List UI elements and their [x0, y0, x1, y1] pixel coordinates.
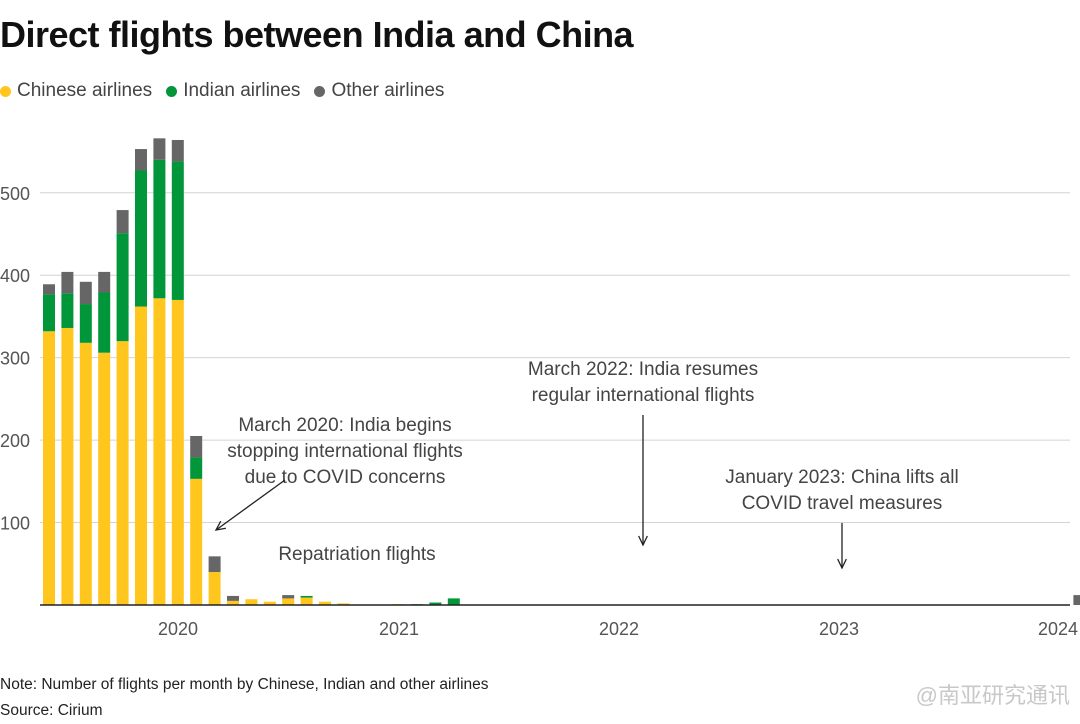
y-tick-label-400: 400	[0, 266, 30, 286]
bar-chinese-5	[135, 306, 147, 605]
bar-other-5	[135, 149, 147, 171]
bar-other-1	[61, 271, 74, 294]
bar-other-9	[208, 556, 221, 573]
legend-item-chinese: Chinese airlines	[0, 80, 152, 102]
annotation-january-2023-line-1: COVID travel measures	[742, 493, 943, 514]
bar-indian-3	[98, 292, 111, 353]
y-tick-label-300: 300	[0, 349, 30, 369]
bar-other-10	[227, 595, 239, 601]
chart-title: Direct flights between India and China	[0, 14, 634, 55]
footnote: Note: Number of flights per month by Chi…	[0, 672, 489, 724]
bar-other-8	[190, 435, 203, 458]
bar-indian-21	[429, 602, 442, 605]
x-tick-label-2024: 2024	[1038, 619, 1078, 639]
bar-indian-22	[447, 598, 460, 605]
bar-other-56	[1073, 595, 1080, 605]
bar-chinese-8	[190, 478, 203, 605]
legend-label-chinese: Chinese airlines	[17, 80, 153, 101]
bar-chinese-11	[245, 599, 258, 605]
legend-swatch-other	[314, 85, 326, 97]
note-text: Note: Number of flights per month by Chi…	[0, 676, 489, 693]
bar-other-4	[116, 210, 129, 234]
bar-indian-7	[171, 161, 184, 300]
bar-chinese-15	[319, 601, 331, 605]
bar-other-13	[282, 595, 295, 599]
bar-indian-5	[135, 170, 147, 307]
y-tick-label-500: 500	[0, 184, 30, 204]
source-text: Source: Cirium	[0, 702, 103, 719]
bar-indian-14	[300, 595, 313, 598]
annotation-march-2022-arrow-head	[638, 535, 648, 547]
bar-other-2	[79, 281, 92, 305]
bar-chinese-16	[337, 603, 350, 605]
bar-chinese-3	[98, 352, 111, 605]
legend-item-indian: Indian airlines	[166, 80, 300, 102]
x-tick-label-2022: 2022	[599, 619, 639, 639]
legend-item-other: Other airlines	[314, 80, 444, 102]
bar-chinese-12	[263, 601, 276, 605]
x-tick-label-2020: 2020	[158, 619, 198, 639]
bar-chinese-9	[208, 572, 221, 605]
bar-chinese-6	[153, 298, 166, 605]
legend-label-indian: Indian airlines	[183, 80, 301, 101]
x-tick-label-2023: 2023	[819, 619, 859, 639]
bar-other-7	[171, 139, 184, 162]
annotation-march-2022-line-0: March 2022: India resumes	[528, 359, 758, 380]
annotation-january-2023-line-0: January 2023: China lifts all	[725, 467, 958, 488]
bar-chinese-0	[43, 331, 55, 605]
bar-chinese-2	[79, 342, 92, 605]
bar-indian-1	[61, 293, 74, 328]
x-tick-label-2021: 2021	[379, 619, 419, 639]
bar-other-6	[153, 138, 166, 160]
annotation-march-2020-line-2: due to COVID concerns	[245, 467, 446, 488]
bar-indian-2	[79, 304, 92, 343]
bar-chinese-13	[282, 598, 295, 605]
legend: Chinese airlines Indian airlines Other a…	[0, 80, 444, 102]
y-tick-label-100: 100	[0, 514, 30, 534]
bar-other-0	[43, 284, 55, 295]
bar-other-3	[98, 271, 111, 293]
legend-swatch-indian	[166, 85, 178, 97]
bar-chinese-4	[116, 341, 129, 605]
bar-indian-0	[43, 294, 55, 332]
annotation-repatriation-line-0: Repatriation flights	[278, 544, 435, 565]
bar-chinese-14	[300, 597, 313, 605]
legend-swatch-chinese	[0, 85, 11, 97]
legend-label-other: Other airlines	[331, 80, 445, 101]
annotation-march-2020-arrow-shaft	[215, 479, 286, 531]
y-tick-label-200: 200	[0, 431, 30, 451]
annotation-march-2022-line-1: regular international flights	[532, 385, 755, 406]
annotation-march-2020-line-0: March 2020: India begins	[238, 415, 451, 436]
bar-chinese-1	[61, 327, 74, 605]
bar-indian-8	[190, 457, 203, 479]
annotation-january-2023-arrow-head	[837, 558, 847, 570]
annotation-march-2020-line-1: stopping international flights	[227, 441, 463, 462]
bar-indian-4	[116, 233, 129, 342]
bar-chinese-10	[227, 600, 239, 605]
watermark: @南亚研究通讯	[915, 683, 1070, 708]
annotation-march-2020-arrow-head	[214, 520, 226, 531]
bar-indian-6	[153, 159, 166, 299]
bar-chinese-7	[171, 299, 184, 605]
